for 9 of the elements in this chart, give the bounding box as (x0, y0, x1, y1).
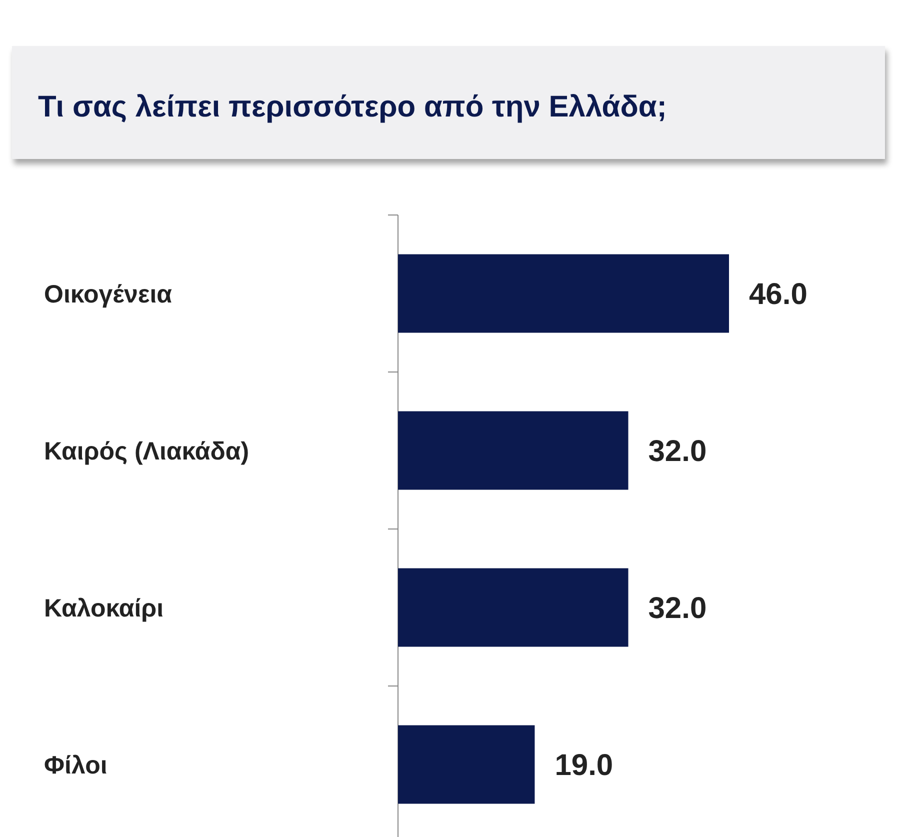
data-label: 32.0 (648, 592, 707, 625)
y-tick-label: Καιρός (Λιακάδα) (44, 437, 250, 466)
y-tick-label: Οικογένεια (44, 280, 173, 308)
chart-title: Τι σας λείπει περισσότερο από την Ελλάδα; (38, 90, 667, 124)
data-label: 46.0 (749, 278, 808, 311)
y-tick-label: Φίλοι (44, 751, 108, 780)
data-label: 32.0 (648, 435, 707, 468)
data-label: 19.0 (554, 749, 614, 782)
y-tick-label: Καλοκαίρι (44, 594, 164, 622)
